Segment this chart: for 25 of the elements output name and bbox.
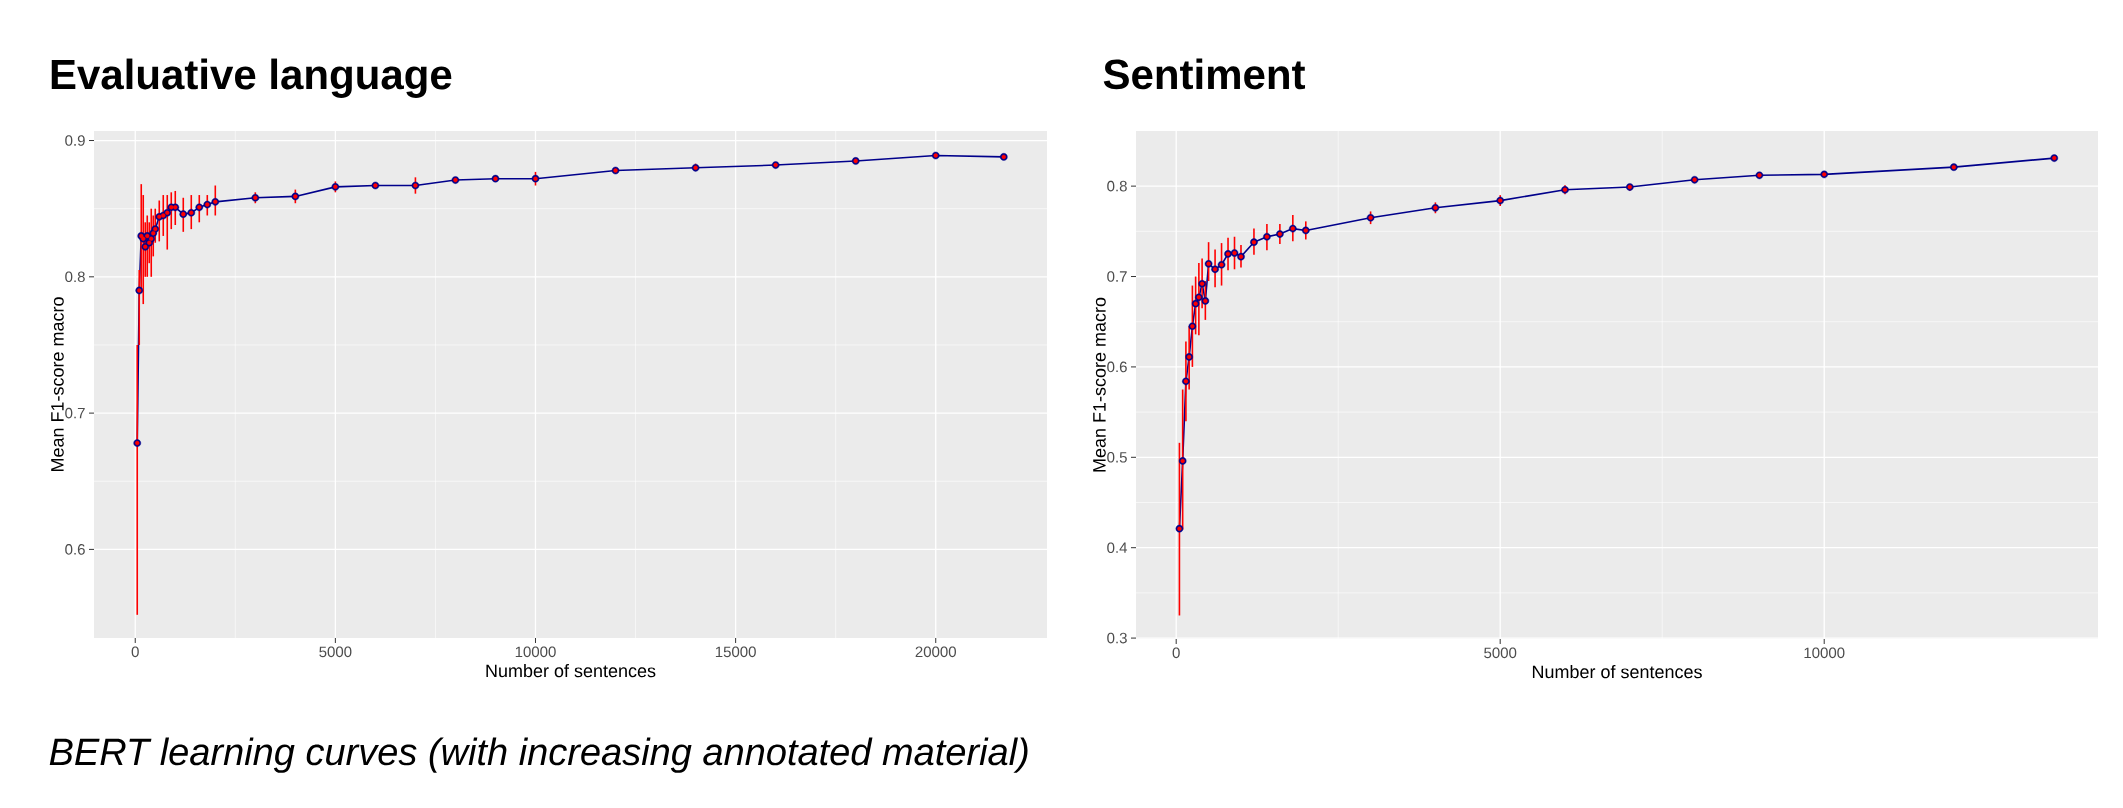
y-tick-label: 0.6 xyxy=(65,544,85,555)
y-tick-label: 0.9 xyxy=(65,135,85,146)
x-tick-label: 10000 xyxy=(1804,647,1845,659)
y-tick-label: 0.3 xyxy=(1107,632,1127,644)
y-tick-label: 0.8 xyxy=(1107,180,1127,192)
x-tick-label: 10000 xyxy=(515,646,556,658)
y-tick-label: 0.4 xyxy=(1107,542,1128,553)
x-axis-title: Number of sentences xyxy=(486,664,656,678)
chart-title: Evaluative language xyxy=(51,58,452,98)
x-tick-label: 15000 xyxy=(715,646,756,658)
x-tick-label: 0 xyxy=(131,646,139,658)
y-tick-label: 0.7 xyxy=(65,407,85,419)
y-tick-label: 0.6 xyxy=(1107,361,1127,373)
y-tick-label: 0.5 xyxy=(1107,451,1127,463)
y-tick-label: 0.7 xyxy=(1107,271,1127,282)
x-tick-label: 5000 xyxy=(1484,647,1517,659)
x-tick-label: 20000 xyxy=(915,646,956,658)
x-tick-label: 5000 xyxy=(319,646,352,658)
y-axis-title: Mean F1-score macro xyxy=(1093,297,1106,472)
x-axis-title: Number of sentences xyxy=(1532,665,1702,679)
chart-title: Sentiment xyxy=(1103,58,1306,90)
x-tick-label: 0 xyxy=(1172,647,1180,659)
text: BERT learning curves (with increasing annotated material) xyxy=(49,737,1028,773)
y-axis-title: Mean F1-score macro xyxy=(51,297,64,472)
y-tick-label: 0.8 xyxy=(65,271,85,283)
